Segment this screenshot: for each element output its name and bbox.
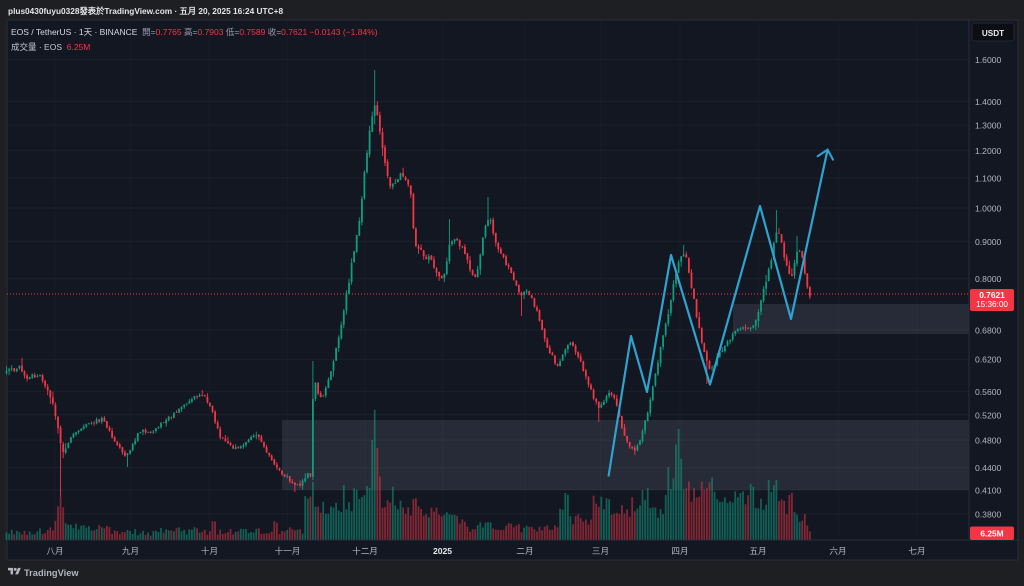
svg-text:十月: 十月	[201, 545, 218, 556]
svg-text:四月: 四月	[671, 546, 688, 556]
svg-text:十一月: 十一月	[275, 545, 301, 556]
svg-text:1.2000: 1.2000	[975, 146, 1002, 156]
svg-text:七月: 七月	[908, 546, 925, 556]
svg-text:0.4400: 0.4400	[975, 463, 1002, 473]
svg-text:0.4100: 0.4100	[975, 486, 1002, 496]
svg-text:0.6800: 0.6800	[975, 326, 1002, 336]
svg-text:2025: 2025	[433, 546, 452, 556]
svg-text:三月: 三月	[592, 546, 609, 556]
svg-text:十二月: 十二月	[352, 545, 378, 556]
svg-text:0.5600: 0.5600	[975, 387, 1002, 397]
svg-text:15:36:00: 15:36:00	[976, 300, 1008, 309]
svg-text:1.3000: 1.3000	[975, 121, 1002, 131]
svg-text:0.9000: 0.9000	[975, 237, 1002, 247]
svg-text:0.3800: 0.3800	[975, 510, 1002, 520]
svg-text:0.8000: 0.8000	[975, 274, 1002, 284]
svg-text:八月: 八月	[46, 546, 63, 556]
svg-text:1.1000: 1.1000	[975, 173, 1002, 183]
svg-text:USDT: USDT	[982, 29, 1004, 38]
svg-text:1.4000: 1.4000	[975, 97, 1002, 107]
svg-text:1.6000: 1.6000	[975, 55, 1002, 65]
svg-text:九月: 九月	[122, 546, 139, 556]
svg-text:0.5200: 0.5200	[975, 410, 1002, 420]
svg-text:1.0000: 1.0000	[975, 204, 1002, 214]
svg-text:0.7621: 0.7621	[979, 290, 1005, 300]
svg-text:0.6200: 0.6200	[975, 355, 1002, 365]
svg-text:五月: 五月	[749, 546, 766, 556]
svg-text:6.25M: 6.25M	[980, 529, 1003, 539]
svg-text:0.4800: 0.4800	[975, 436, 1002, 446]
svg-text:二月: 二月	[516, 546, 533, 556]
svg-text:六月: 六月	[829, 545, 846, 556]
